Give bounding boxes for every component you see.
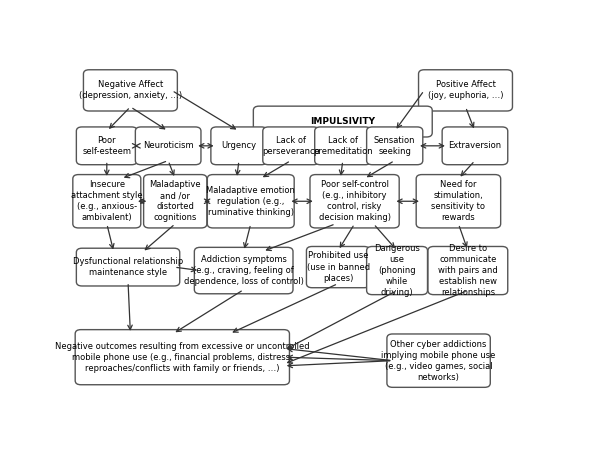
Text: Lack of
perseverance: Lack of perseverance: [262, 136, 320, 156]
FancyBboxPatch shape: [367, 127, 423, 165]
FancyBboxPatch shape: [418, 70, 512, 111]
Text: Urgency: Urgency: [222, 141, 256, 150]
FancyBboxPatch shape: [442, 127, 508, 165]
Text: Negative Affect
(depression, anxiety, …): Negative Affect (depression, anxiety, …): [79, 81, 182, 100]
Text: Poor self-control
(e.g., inhibitory
control, risky
decision making): Poor self-control (e.g., inhibitory cont…: [319, 180, 390, 222]
Text: Need for
stimulation,
sensitivity to
rewards: Need for stimulation, sensitivity to rew…: [431, 180, 485, 222]
FancyBboxPatch shape: [135, 127, 201, 165]
Text: Poor
self-esteem: Poor self-esteem: [82, 136, 132, 156]
Text: Dangerous
use
(phoning
while
driving): Dangerous use (phoning while driving): [374, 244, 420, 297]
FancyBboxPatch shape: [263, 127, 319, 165]
Text: Dysfunctional relationship
maintenance style: Dysfunctional relationship maintenance s…: [73, 257, 183, 277]
FancyBboxPatch shape: [144, 175, 207, 228]
FancyBboxPatch shape: [416, 175, 501, 228]
FancyBboxPatch shape: [83, 70, 177, 111]
FancyBboxPatch shape: [310, 175, 399, 228]
FancyBboxPatch shape: [76, 248, 180, 286]
Text: Negative outcomes resulting from excessive or uncontrolled
mobile phone use (e.g: Negative outcomes resulting from excessi…: [55, 342, 309, 373]
Text: Other cyber addictions
implying mobile phone use
(e.g., video games, social
netw: Other cyber addictions implying mobile p…: [381, 339, 496, 382]
FancyBboxPatch shape: [253, 106, 432, 137]
FancyBboxPatch shape: [211, 127, 267, 165]
FancyBboxPatch shape: [428, 247, 508, 295]
FancyBboxPatch shape: [367, 247, 428, 295]
FancyBboxPatch shape: [73, 175, 141, 228]
Text: Maladaptive emotion
regulation (e.g.,
ruminative thinking): Maladaptive emotion regulation (e.g., ru…: [206, 186, 295, 217]
Text: Sensation
seeking: Sensation seeking: [374, 136, 415, 156]
Text: Prohibited use
(use in banned
places): Prohibited use (use in banned places): [306, 252, 370, 283]
Text: Extraversion: Extraversion: [448, 141, 501, 150]
FancyBboxPatch shape: [76, 127, 137, 165]
FancyBboxPatch shape: [194, 248, 293, 294]
FancyBboxPatch shape: [387, 334, 490, 387]
FancyBboxPatch shape: [315, 127, 371, 165]
FancyBboxPatch shape: [207, 175, 294, 228]
Text: Desire to
communicate
with pairs and
establish new
relationships: Desire to communicate with pairs and est…: [438, 244, 498, 297]
Text: Lack of
premeditation: Lack of premeditation: [313, 136, 373, 156]
Text: Maladaptive
and /or
distorted
cognitions: Maladaptive and /or distorted cognitions: [149, 180, 201, 222]
FancyBboxPatch shape: [75, 330, 289, 385]
Text: Positive Affect
(joy, euphoria, …): Positive Affect (joy, euphoria, …): [428, 81, 503, 100]
Text: Neuroticism: Neuroticism: [143, 141, 194, 150]
Text: IMPULSIVITY: IMPULSIVITY: [311, 117, 375, 126]
FancyBboxPatch shape: [306, 247, 370, 288]
Text: Addiction symptoms
(e.g., craving, feeling of
dependence, loss of control): Addiction symptoms (e.g., craving, feeli…: [184, 255, 304, 286]
Text: Insecure
attachment style
(e.g., anxious-
ambivalent): Insecure attachment style (e.g., anxious…: [71, 180, 143, 222]
